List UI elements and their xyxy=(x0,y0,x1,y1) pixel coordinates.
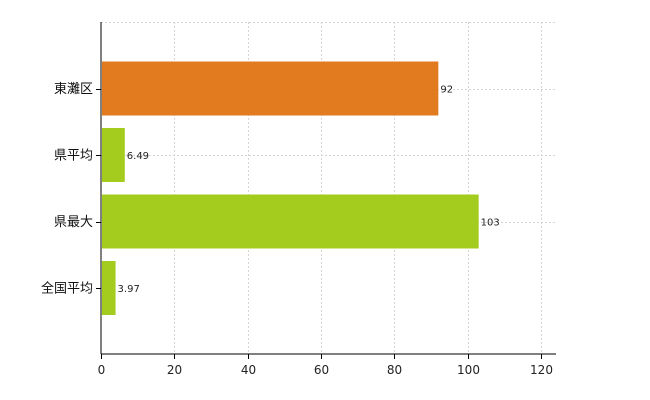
x-tick-label: 100 xyxy=(457,363,480,377)
axes xyxy=(96,22,556,359)
bar xyxy=(102,194,479,249)
category-label: 県最大 xyxy=(54,215,93,230)
data-label: 6.49 xyxy=(127,151,149,162)
gridlines xyxy=(101,22,556,354)
bar xyxy=(102,128,125,182)
data-label: 92 xyxy=(440,85,453,96)
labels: 0 20 40 60 80 100 120 東灘区 92 県平均 6.49 県最大 103 全国平均 3.9… xyxy=(41,81,553,377)
x-tick-label: 120 xyxy=(530,363,553,377)
x-tick-label: 60 xyxy=(314,363,329,377)
category-label: 全国平均 xyxy=(41,281,93,297)
data-label: 3.97 xyxy=(118,284,140,295)
category-label: 東灘区 xyxy=(54,81,93,97)
bar xyxy=(102,61,439,116)
bar xyxy=(102,261,116,315)
x-tick-label: 20 xyxy=(167,363,182,377)
x-tick-label: 0 xyxy=(98,363,106,377)
x-tick-label: 40 xyxy=(241,363,256,377)
category-label: 県平均 xyxy=(54,149,93,164)
x-tick-label: 80 xyxy=(387,363,402,377)
bars xyxy=(102,61,479,315)
data-label: 103 xyxy=(481,218,500,229)
